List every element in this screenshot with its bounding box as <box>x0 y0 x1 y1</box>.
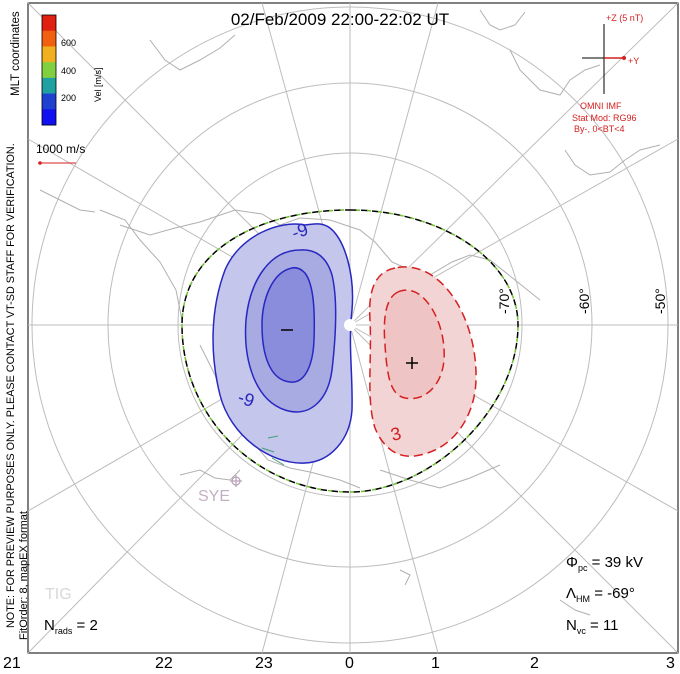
positive-cell-inner <box>383 289 445 400</box>
n-rads-value: 2 <box>89 617 98 634</box>
imf-source-label: OMNI IMF <box>580 101 622 111</box>
vector-scale-label: 1000 m/s <box>36 142 86 156</box>
latitude-label-70: -70° <box>496 288 512 314</box>
colorbar-label: Vel [m/s] <box>93 67 103 102</box>
hm-boundary <box>181 209 519 493</box>
station-label-sye: SYE <box>198 488 231 505</box>
latitude-label-50: -50° <box>652 288 668 314</box>
station-label-tig: TIG <box>45 586 72 603</box>
mlt-label-1: 1 <box>431 655 440 672</box>
colorbar-segment <box>42 109 56 126</box>
phi-pc-stat: Φpc = 39 kV <box>566 554 643 573</box>
negative-cell <box>212 223 354 464</box>
station-sye-icon <box>230 475 242 487</box>
colorbar-segment <box>42 46 56 63</box>
lambda-hm-stat: ΛHM = -69° <box>566 585 635 604</box>
mlt-label-3: 3 <box>666 655 675 672</box>
phi-pc-symbol: Φpc = <box>566 554 601 573</box>
colorbar-frame <box>41 14 57 126</box>
mlt-label-22: 22 <box>155 655 173 672</box>
imf-clock <box>582 24 626 94</box>
n-vc-symbol: Nvc = <box>566 617 599 636</box>
mlt-label-23: 23 <box>255 655 273 672</box>
latitude-label-60: -60° <box>576 288 592 314</box>
n-rads-stat: Nrads = 2 <box>44 617 98 636</box>
mlt-label-2: 2 <box>530 655 539 672</box>
preview-note: NOTE: FOR PREVIEW PURPOSES ONLY. PLEASE … <box>5 143 17 628</box>
velocity-vectors <box>261 435 285 466</box>
mlt-label-0: 0 <box>345 655 354 672</box>
fit-order-note: FitOrder: 8, mapEX format <box>18 511 30 640</box>
positive-cell <box>368 266 477 457</box>
coastlines <box>39 9 661 616</box>
colorbar-tick-200: 200 <box>61 93 77 103</box>
pole-marker <box>344 319 356 331</box>
n-vc-stat: Nvc = 11 <box>566 617 619 636</box>
map-title: 02/Feb/2009 22:00-22:02 UT <box>230 10 450 29</box>
imf-condition-label: By-, 0<BT<4 <box>574 124 625 134</box>
plot-frame <box>27 2 679 654</box>
lambda-hm-symbol: ΛHM = <box>566 585 603 604</box>
vector-scale-arrow <box>38 161 76 165</box>
imf-z-label: +Z (5 nT) <box>606 13 644 23</box>
imf-model-label: Stat Mod: RG96 <box>572 113 637 123</box>
lambda-hm-value: -69° <box>607 585 635 602</box>
phi-pc-value: 39 kV <box>604 554 643 571</box>
colorbar-segment <box>42 15 56 32</box>
colorbar-segment <box>42 77 56 95</box>
colorbar-tick-600: 600 <box>61 38 77 48</box>
coordinates-label: MLT coordinates <box>10 11 22 96</box>
imf-y-label: +Y <box>628 56 640 66</box>
colorbar-segment <box>42 93 56 110</box>
negative-cell-inner <box>261 266 316 383</box>
colorbar <box>41 14 57 126</box>
n-vc-value: 11 <box>602 617 619 634</box>
n-rads-symbol: Nrads = <box>44 617 86 636</box>
colorbar-tick-400: 400 <box>61 66 77 76</box>
colorbar-segment <box>42 30 56 47</box>
mlt-label-21: 21 <box>3 655 21 672</box>
colorbar-segment <box>42 62 56 79</box>
